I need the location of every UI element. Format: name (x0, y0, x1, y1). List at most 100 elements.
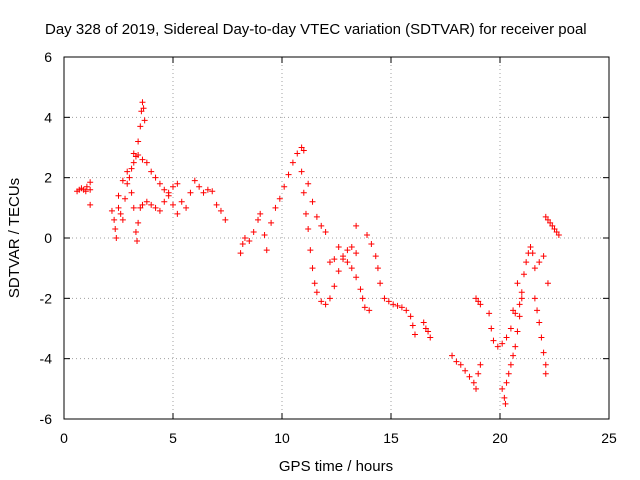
data-point (510, 307, 517, 314)
data-point (135, 219, 142, 226)
data-point (486, 310, 493, 317)
data-point (544, 216, 551, 223)
data-point (128, 165, 135, 172)
x-tick-label: 10 (274, 430, 290, 446)
data-point (503, 334, 510, 341)
data-point (174, 180, 181, 187)
data-point (309, 265, 316, 272)
data-point (119, 177, 126, 184)
data-point (527, 244, 534, 251)
data-point (313, 289, 320, 296)
y-tick-label: 0 (44, 230, 52, 246)
data-point (322, 301, 329, 308)
data-point (138, 108, 145, 115)
data-point (540, 253, 547, 260)
data-point (130, 159, 137, 166)
data-point (128, 189, 135, 196)
data-point (135, 152, 142, 159)
data-point (141, 117, 148, 124)
data-point (148, 168, 155, 175)
data-point (213, 201, 220, 208)
data-point (394, 302, 401, 309)
x-tick-label: 25 (601, 430, 617, 446)
data-point (302, 210, 309, 217)
data-point (300, 147, 307, 154)
data-point (449, 352, 456, 359)
data-point (285, 171, 292, 178)
data-point (499, 385, 506, 392)
data-point (250, 228, 257, 235)
data-point (540, 349, 547, 356)
y-tick-label: 6 (44, 49, 52, 65)
y-tick-labels: -6 -4 -2 0 2 4 6 (40, 49, 53, 427)
data-point (281, 183, 288, 190)
data-point (551, 225, 558, 232)
data-point (294, 150, 301, 157)
data-point (507, 361, 514, 368)
data-point (156, 180, 163, 187)
data-point (335, 268, 342, 275)
data-point (237, 250, 244, 257)
data-point (377, 280, 384, 287)
data-point (187, 189, 194, 196)
data-point (276, 195, 283, 202)
x-tick-label: 0 (60, 430, 68, 446)
chart-title: Day 328 of 2019, Sidereal Day-to-day VTE… (45, 21, 587, 38)
data-point (289, 159, 296, 166)
data-point (542, 361, 549, 368)
x-axis-label: GPS time / hours (279, 458, 393, 475)
data-point (366, 307, 373, 314)
data-point (115, 204, 122, 211)
data-point (108, 207, 115, 214)
data-point (514, 280, 521, 287)
data-point (117, 210, 124, 217)
data-point (87, 186, 94, 193)
y-tick-label: 2 (44, 170, 52, 186)
data-point (427, 334, 434, 341)
data-point (473, 295, 480, 302)
data-point (477, 361, 484, 368)
data-point (331, 283, 338, 290)
data-point (518, 289, 525, 296)
data-point (536, 259, 543, 266)
data-point (257, 210, 264, 217)
y-tick-label: -4 (40, 351, 53, 367)
y-axis-label: SDTVAR / TECUs (6, 178, 23, 298)
data-point (462, 367, 469, 374)
data-point (196, 183, 203, 190)
data-point (503, 379, 510, 386)
data-point (420, 319, 427, 326)
data-point (453, 358, 460, 365)
data-point (542, 213, 549, 220)
data-point (209, 188, 216, 195)
data-point (359, 295, 366, 302)
data-point (531, 265, 538, 272)
data-point (348, 244, 355, 251)
data-point (263, 247, 270, 254)
grid (64, 57, 609, 419)
data-point (344, 259, 351, 266)
data-point (553, 228, 560, 235)
data-point (87, 179, 94, 186)
y-tick-label: -6 (40, 411, 53, 427)
data-point (516, 313, 523, 320)
data-point (255, 216, 262, 223)
data-point (241, 235, 248, 241)
x-tick-label: 20 (492, 430, 508, 446)
data-point (307, 247, 314, 254)
data-point (204, 186, 211, 193)
data-point (83, 183, 90, 190)
data-point (309, 198, 316, 205)
data-point (555, 231, 562, 238)
data-point (507, 325, 514, 332)
data-point (364, 231, 371, 238)
data-point (409, 322, 416, 329)
data-point (411, 331, 418, 338)
data-point (119, 216, 126, 223)
data-point (344, 247, 351, 254)
data-point (126, 174, 133, 181)
data-point (165, 189, 172, 196)
data-point (161, 198, 168, 205)
data-point (313, 213, 320, 220)
